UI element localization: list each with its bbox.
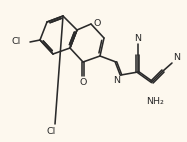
Text: Cl: Cl	[12, 37, 21, 46]
Text: N: N	[173, 53, 180, 62]
Text: NH₂: NH₂	[146, 97, 164, 106]
Text: N: N	[113, 76, 120, 85]
Text: N: N	[134, 34, 142, 43]
Text: O: O	[79, 78, 87, 87]
Text: O: O	[94, 18, 101, 28]
Text: Cl: Cl	[46, 127, 56, 136]
